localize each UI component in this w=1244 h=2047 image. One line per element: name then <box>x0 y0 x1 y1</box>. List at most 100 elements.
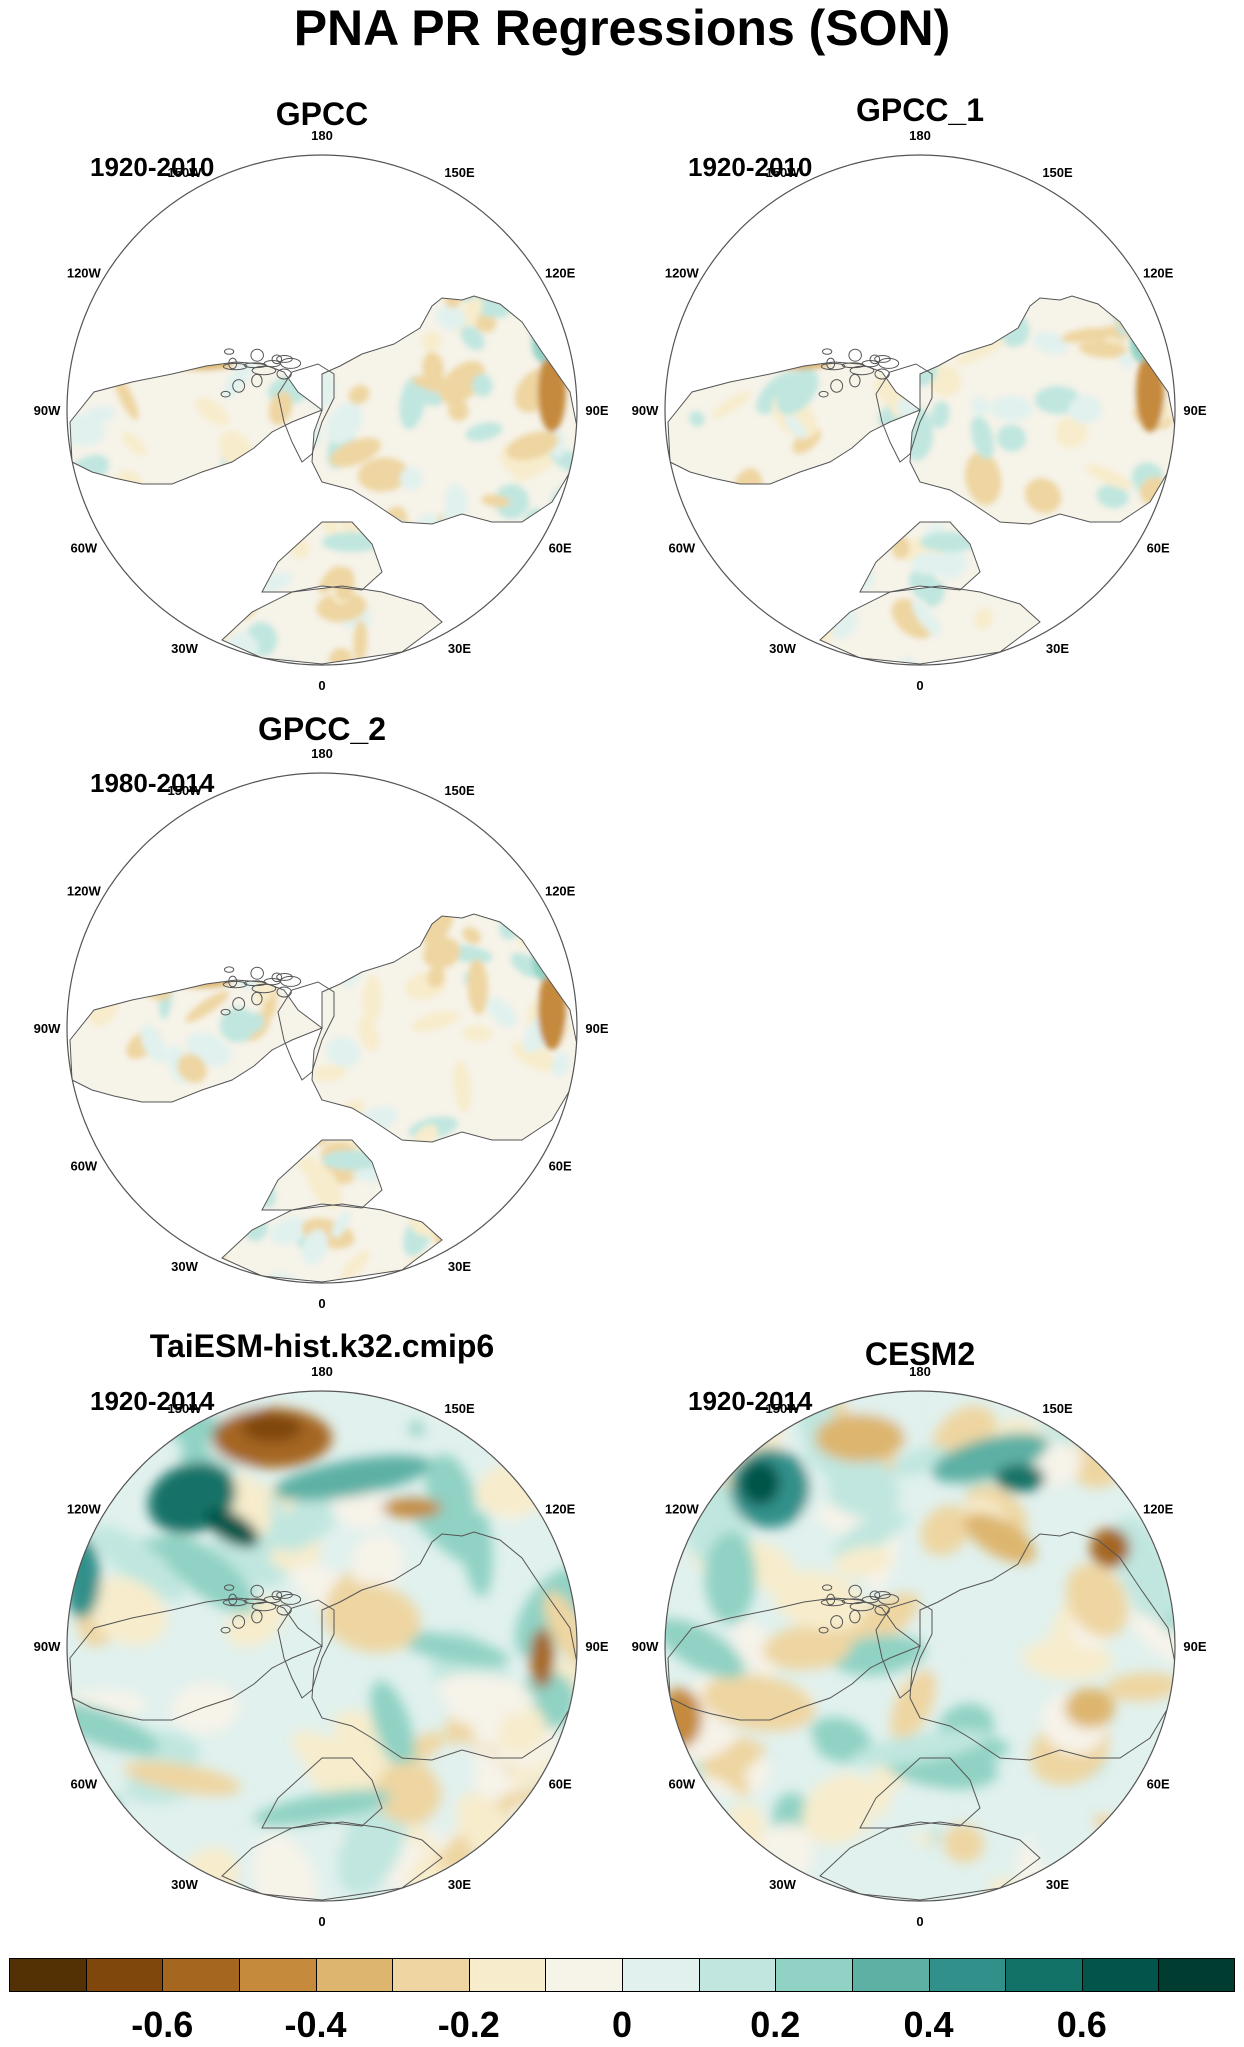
anomaly-patch-dry <box>538 970 566 1050</box>
anomaly-patch <box>70 1116 100 1152</box>
anomaly-patch <box>550 1252 577 1282</box>
anomaly-patch <box>820 507 844 560</box>
anomaly-patch <box>911 552 944 575</box>
anomaly-patch <box>146 635 170 660</box>
anomaly-patch <box>200 324 220 353</box>
coastline-europe <box>261 1757 383 1829</box>
longitude-label: 120E <box>545 266 576 281</box>
anomaly-patch <box>472 374 493 397</box>
anomaly-patch <box>785 414 807 439</box>
anomaly-patch <box>127 571 168 623</box>
colorbar-swatch <box>775 1958 852 1992</box>
coastline-island <box>228 975 238 988</box>
coastline-island <box>250 966 264 980</box>
colorbar <box>9 1958 1235 1992</box>
anomaly-patch <box>110 329 151 343</box>
anomaly-patch <box>91 1525 185 1601</box>
anomaly-patch <box>125 914 145 930</box>
anomaly-patch <box>329 647 353 664</box>
anomaly-patch <box>316 592 367 623</box>
anomaly-patch <box>930 401 950 429</box>
anomaly-patch <box>1068 395 1102 424</box>
anomaly-patch <box>285 1111 321 1140</box>
anomaly-patch <box>353 619 368 663</box>
anomaly-patch <box>752 599 782 631</box>
anomaly-patch <box>311 929 367 951</box>
longitude-label: 90E <box>585 1639 608 1654</box>
anomaly-patch <box>111 914 143 927</box>
anomaly-patch <box>326 402 363 444</box>
anomaly-patch <box>887 1781 948 1836</box>
anomaly-patch <box>115 936 142 984</box>
colorbar-tick-label: 0.6 <box>1056 2004 1107 2045</box>
anomaly-patch <box>1066 1563 1129 1638</box>
coastline-island <box>820 1598 846 1607</box>
longitude-label: 60W <box>70 1777 97 1792</box>
anomaly-patch <box>219 951 246 978</box>
longitude-label: 60W <box>668 1777 695 1792</box>
anomaly-patch <box>929 365 962 397</box>
coastline-island <box>280 975 302 987</box>
anomaly-patch <box>799 593 841 623</box>
anomaly-patch <box>707 624 742 657</box>
coastline-greenland <box>277 363 335 463</box>
anomaly-patch <box>87 1576 167 1646</box>
anomaly-patch <box>188 601 208 626</box>
anomaly-patch-wet <box>995 1464 1045 1492</box>
anomaly-patch-wet <box>322 532 382 552</box>
coastline-island <box>232 997 246 1011</box>
anomaly-patch <box>331 1211 351 1238</box>
longitude-label: 90W <box>34 1021 61 1036</box>
anomaly-patch <box>1105 1672 1175 1702</box>
anomaly-patch <box>518 914 531 949</box>
anomaly-patch <box>128 314 163 345</box>
colorbar-tick-label: -0.2 <box>437 2004 500 2045</box>
longitude-label: 0 <box>916 678 923 693</box>
panel-years: 1920-2014 <box>688 1386 813 1416</box>
anomaly-patch <box>291 1731 387 1799</box>
anomaly-patch <box>500 1195 530 1243</box>
anomaly-patch <box>83 1256 97 1282</box>
anomaly-patch <box>758 618 782 640</box>
coastline-island <box>280 1593 302 1605</box>
longitude-label: 150W <box>168 165 203 180</box>
anomaly-patch <box>1108 1732 1152 1772</box>
anomaly-patch <box>892 296 915 319</box>
anomaly-patch <box>167 561 185 592</box>
anomaly-patch <box>88 968 126 999</box>
anomaly-patch <box>720 492 748 514</box>
panel-title: TaiESM-hist.k32.cmip6 <box>149 1328 495 1364</box>
coastline-island <box>271 1590 283 1601</box>
anomaly-patch <box>702 303 731 329</box>
anomaly-patch <box>1024 478 1062 514</box>
colorbar-swatch <box>928 1958 1006 1992</box>
anomaly-patch <box>954 338 1005 366</box>
anomaly-patch-dry <box>172 354 232 370</box>
longitude-label: 150W <box>168 783 203 798</box>
anomaly-patch <box>486 624 508 649</box>
anomaly-patch <box>471 1673 505 1749</box>
anomaly-patch <box>762 1625 852 1671</box>
map-boundary <box>66 154 578 666</box>
anomaly-patch <box>498 1211 535 1247</box>
anomaly-patch <box>351 1534 404 1593</box>
coastline-island <box>848 1584 862 1598</box>
anomaly-patch <box>112 564 138 590</box>
anomaly-patch <box>411 375 467 395</box>
anomaly-patch <box>511 1041 557 1072</box>
coastline-island <box>276 972 293 981</box>
anomaly-patch <box>1044 564 1082 607</box>
anomaly-patch-wet <box>931 1433 1049 1483</box>
anomaly-patch <box>460 325 485 351</box>
anomaly-patch <box>161 1108 200 1154</box>
anomaly-patch <box>1078 341 1128 358</box>
anomaly-patch <box>494 1272 529 1282</box>
anomaly-patch-wet <box>322 1150 382 1170</box>
longitude-label: 120W <box>665 1502 700 1517</box>
longitude-label: 120E <box>545 884 576 899</box>
anomaly-patch <box>423 937 461 969</box>
anomaly-patch <box>139 338 182 368</box>
anomaly-patch <box>1088 1850 1128 1897</box>
anomaly-patch <box>481 494 511 508</box>
coastline-island <box>220 390 231 398</box>
